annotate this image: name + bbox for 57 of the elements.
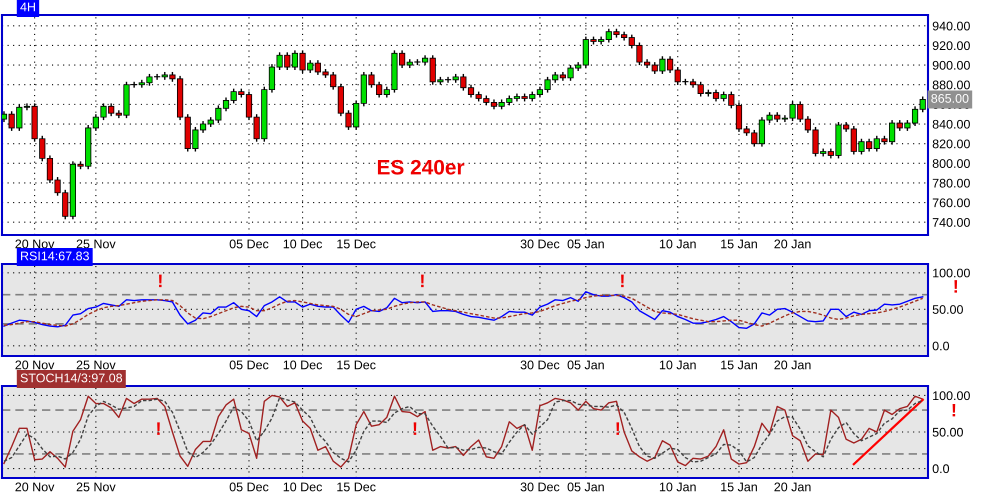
x-tick-label: 30 Dec (520, 239, 560, 248)
y-tick-label: 0.0 (932, 342, 950, 350)
y-tick-label: 50.00 (932, 428, 963, 437)
x-tick-label: 05 Dec (230, 482, 268, 492)
annotation: ! (159, 274, 162, 288)
y-tick-label: 0.0 (932, 464, 950, 474)
x-tick-label: 30 Dec (520, 482, 560, 492)
annotation: ! (157, 422, 160, 435)
x-tick-label: 15 Jan (721, 360, 757, 370)
annotation: ES 240er (378, 160, 464, 175)
x-tick-label: 20 Nov (15, 360, 54, 370)
chart-title: RSI14:67.83 (21, 252, 89, 260)
chart-title: 4H (20, 2, 35, 12)
x-tick-label: 20 Jan (774, 360, 811, 370)
x-tick-label: 10 Jan (660, 360, 696, 370)
y-tick-label: 840.00 (932, 120, 970, 129)
x-tick-label: 15 Dec (337, 360, 376, 370)
x-tick-label: 05 Dec (230, 239, 268, 248)
chart-title: STOCH14/3:97.08 (20, 373, 122, 382)
x-tick-label: 25 Nov (76, 360, 116, 370)
x-tick-label: 05 Jan (568, 482, 604, 492)
y-tick-label: 880.00 (932, 80, 970, 90)
x-tick-label: 15 Dec (337, 240, 376, 248)
y-tick-label: 820.00 (932, 139, 970, 148)
y-tick-label: 100.00 (933, 391, 970, 400)
x-tick-label: 10 Dec (284, 360, 322, 370)
y-tick-label: 50.00 (932, 305, 963, 314)
y-tick-label: 920.00 (932, 41, 970, 50)
x-tick-label: 10 Dec (284, 482, 322, 492)
x-tick-label: 15 Dec (337, 482, 376, 492)
y-tick-label: 940.00 (932, 22, 970, 30)
y-tick-label: 760.00 (932, 198, 970, 208)
x-tick-label: 20 Jan (774, 239, 811, 248)
x-tick-label: 10 Dec (284, 239, 322, 248)
y-tick-label: 100.00 (933, 268, 970, 278)
x-tick-label: 10 Jan (660, 482, 696, 492)
annotation: ! (621, 274, 624, 288)
x-tick-label: 05 Jan (568, 239, 604, 248)
x-tick-label: 05 Dec (230, 360, 268, 370)
x-tick-label: 20 Nov (15, 482, 54, 492)
x-tick-label: 05 Jan (568, 360, 604, 370)
y-tick-label: 780.00 (932, 178, 970, 188)
text: ! (954, 280, 958, 293)
x-tick-label: 10 Jan (660, 239, 696, 248)
y-tick-label: 740.00 (932, 218, 970, 227)
text: 865.00 (931, 94, 969, 103)
annotation: ! (421, 274, 424, 288)
x-tick-label: 25 Nov (76, 482, 116, 492)
annotation: ! (616, 422, 620, 435)
annotation: ! (414, 422, 416, 435)
x-tick-label: 15 Jan (721, 482, 757, 492)
x-tick-label: 20 Jan (774, 482, 811, 492)
y-tick-label: 900.00 (932, 60, 970, 70)
x-tick-label: 30 Dec (520, 360, 560, 370)
y-tick-label: 800.00 (932, 159, 970, 168)
x-tick-label: 15 Jan (721, 240, 757, 248)
text: ! (952, 404, 956, 416)
